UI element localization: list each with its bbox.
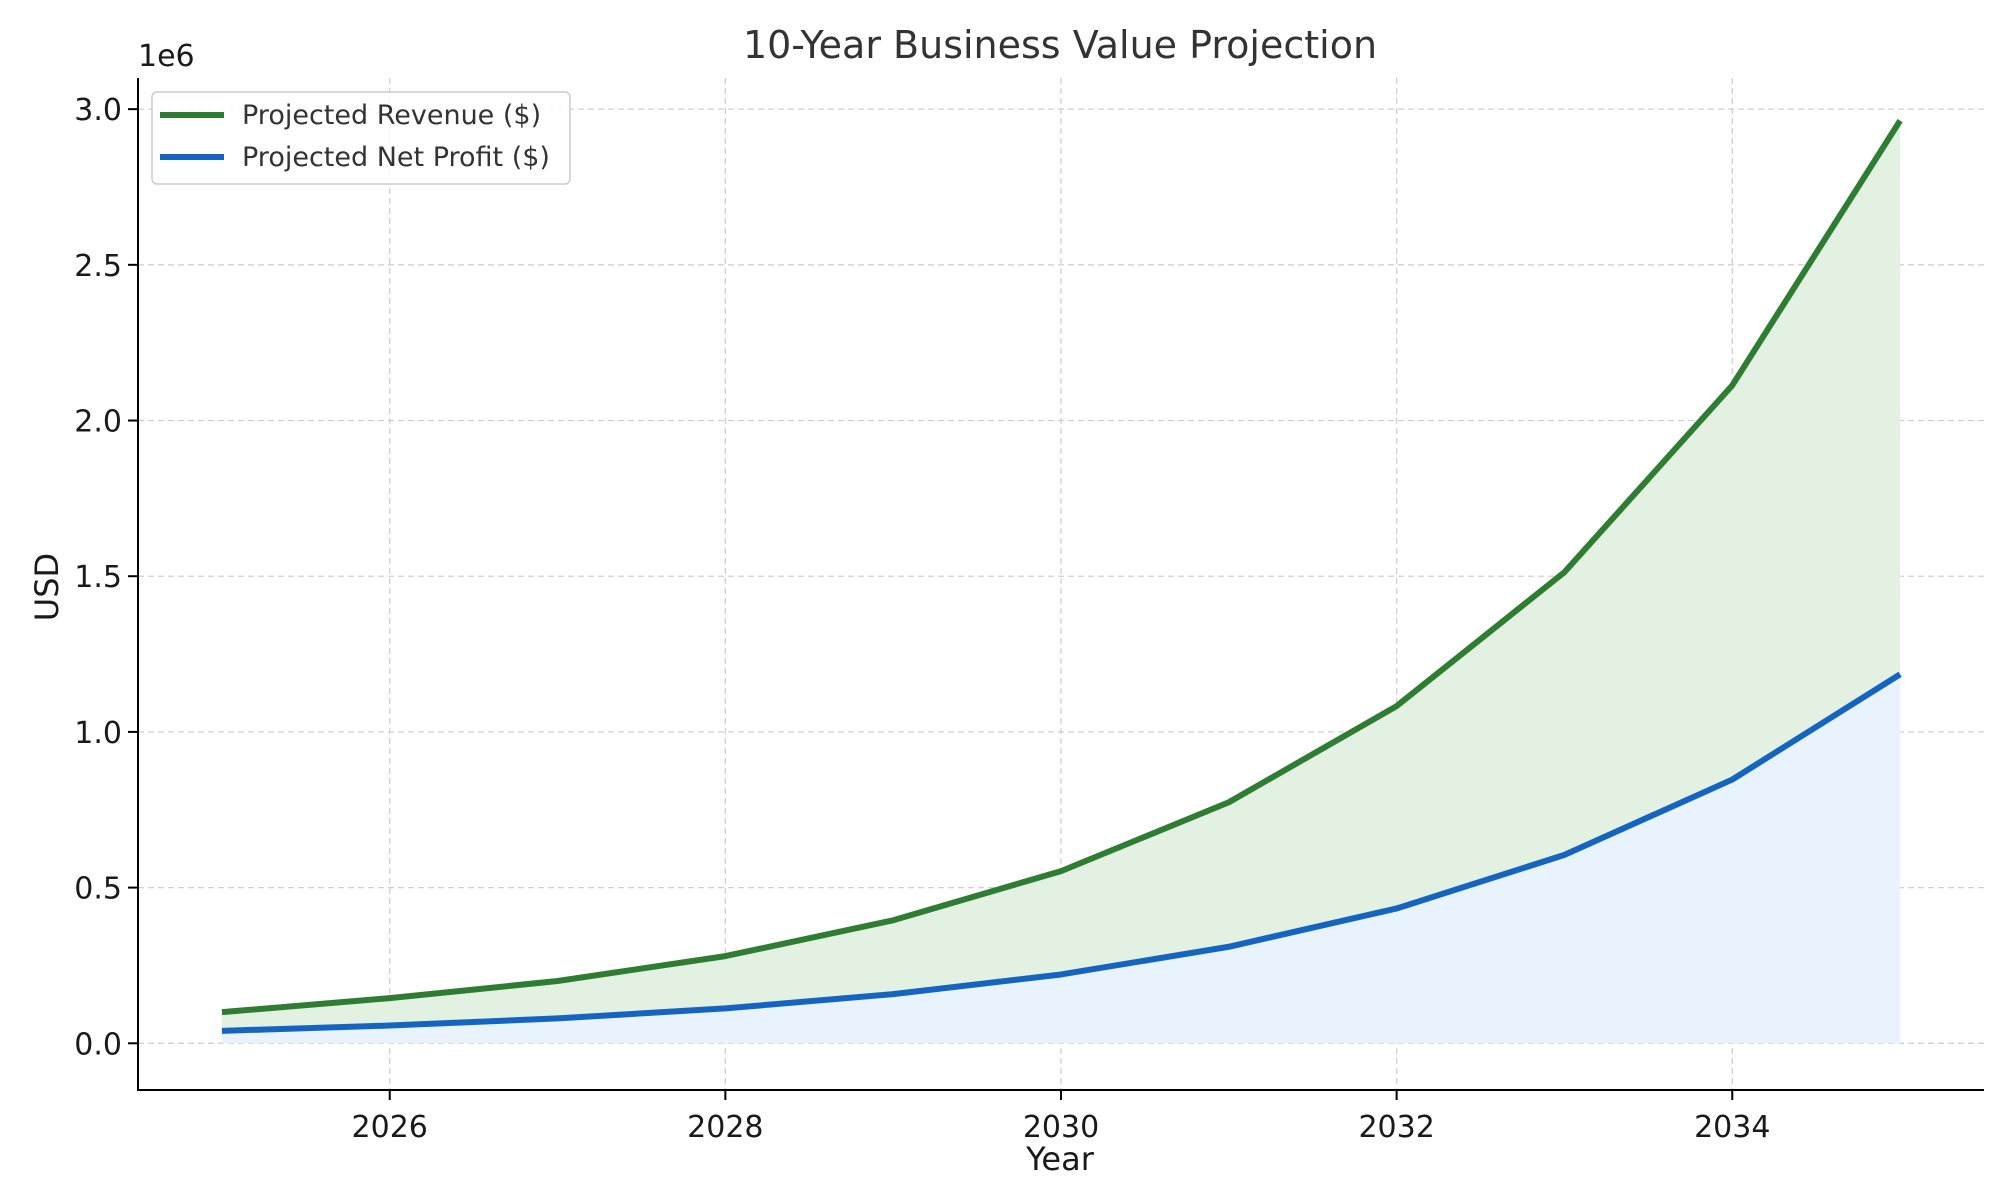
legend-box <box>151 91 571 185</box>
x-tick-label-2030: 2030 <box>1023 1110 1099 1145</box>
legend-label-net-profit: Projected Net Profit ($) <box>242 142 550 173</box>
axis-ticks: 2026 2028 2030 2032 2034 0.0 0.5 1.0 1.5 2.0 2.5 3.… <box>74 93 1770 1145</box>
area-series-1 <box>221 674 1901 1044</box>
series-lines <box>221 119 1903 1034</box>
x-tick-label-2032: 2032 <box>1358 1110 1434 1145</box>
y-axis-label: USD <box>28 553 66 621</box>
x-tick-label-2028: 2028 <box>687 1110 763 1145</box>
x-axis-label: Year <box>1025 1140 1095 1178</box>
series-areas <box>221 120 1901 1044</box>
line-series-1 <box>221 671 1902 1034</box>
legend: Projected Revenue ($) Projected Net Prof… <box>151 91 571 185</box>
y-tick-label-6: 3.0 <box>74 93 122 128</box>
y-axis-offset-label: 1e6 <box>138 39 195 74</box>
line-series-0 <box>221 119 1903 1016</box>
y-tick-label-0: 0.0 <box>74 1027 122 1062</box>
legend-label-revenue: Projected Revenue ($) <box>242 100 541 131</box>
y-tick-label-2: 1.0 <box>74 716 122 751</box>
y-tick-label-5: 2.5 <box>74 249 122 284</box>
y-tick-label-4: 2.0 <box>74 405 122 440</box>
x-tick-label-2026: 2026 <box>352 1110 428 1145</box>
x-tick-label-2034: 2034 <box>1694 1110 1770 1145</box>
area-series-0 <box>221 120 1901 1044</box>
y-tick-label-3: 1.5 <box>74 560 122 595</box>
y-tick-label-1: 0.5 <box>74 872 122 907</box>
chart-title: 10-Year Business Value Projection <box>743 23 1377 67</box>
